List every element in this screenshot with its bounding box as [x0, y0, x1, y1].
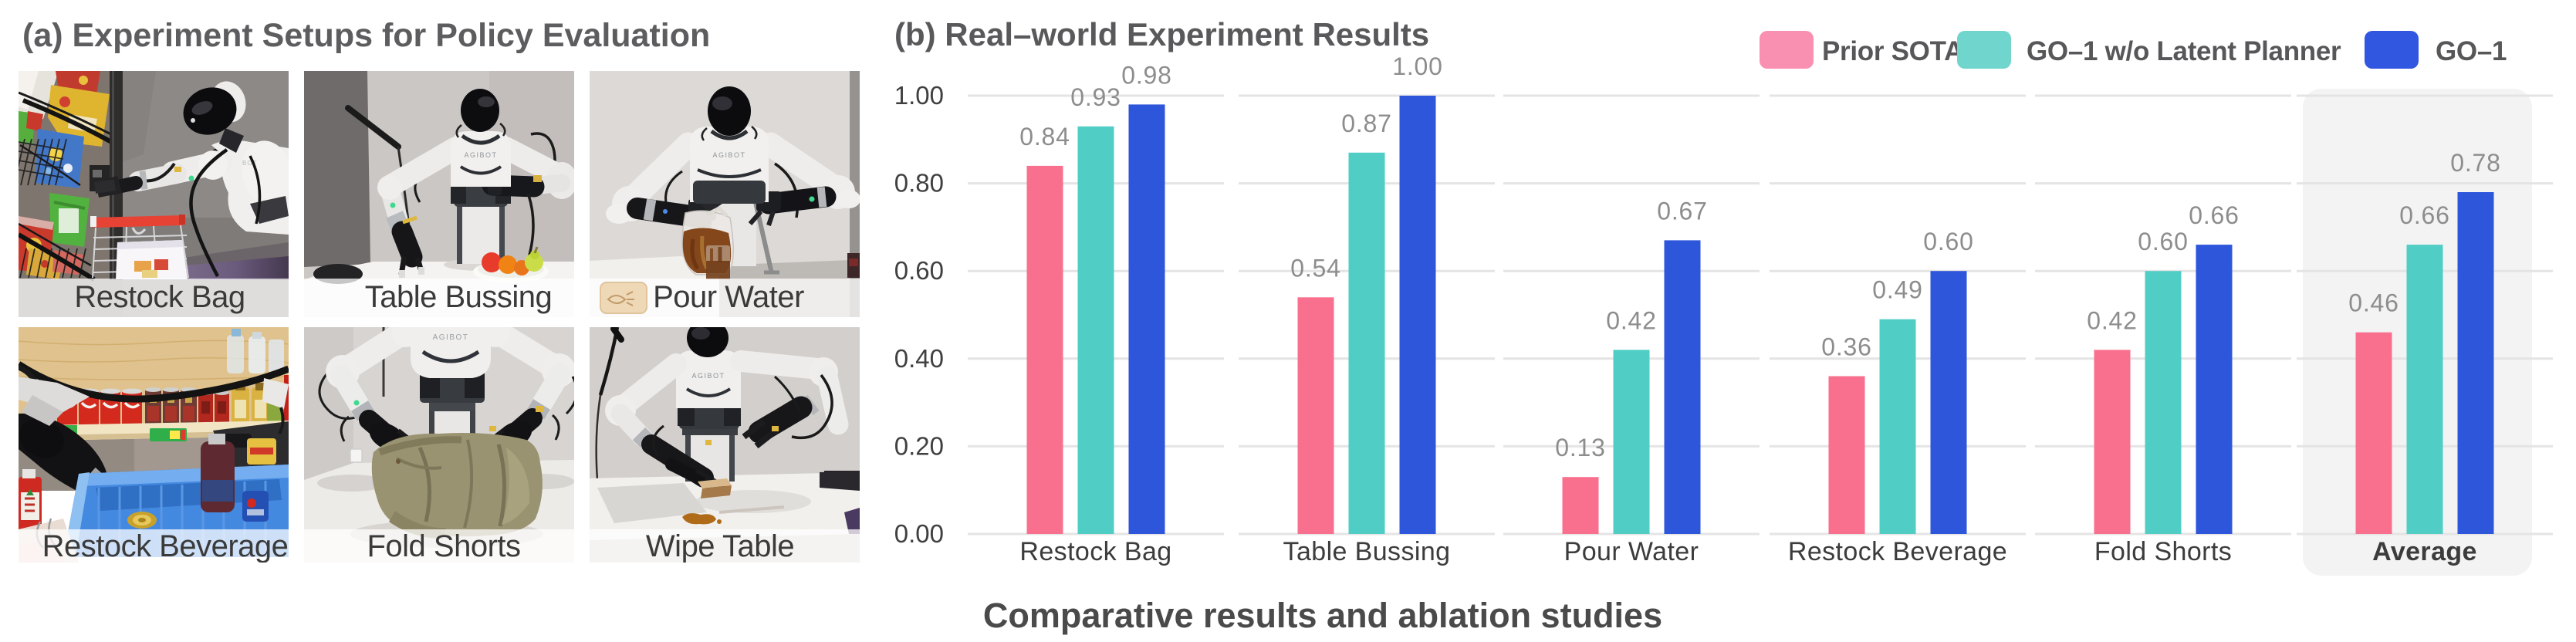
- svg-text:0.60: 0.60: [894, 256, 944, 285]
- svg-text:Table Bussing: Table Bussing: [1283, 537, 1451, 566]
- svg-text:Prior SOTA: Prior SOTA: [1822, 36, 1963, 66]
- svg-text:0.60: 0.60: [1923, 228, 1973, 255]
- svg-text:0.93: 0.93: [1070, 83, 1121, 111]
- svg-text:0.42: 0.42: [1606, 306, 1656, 334]
- svg-text:Pour Water: Pour Water: [653, 280, 804, 314]
- svg-text:1.00: 1.00: [894, 81, 944, 110]
- svg-text:0.80: 0.80: [894, 169, 944, 198]
- svg-text:0.49: 0.49: [1872, 276, 1922, 304]
- svg-text:(b) Real–world Experiment Resu: (b) Real–world Experiment Results: [894, 16, 1429, 52]
- svg-text:Fold Shorts: Fold Shorts: [2094, 537, 2232, 566]
- svg-text:Restock Beverage: Restock Beverage: [1788, 537, 2007, 566]
- svg-text:GO–1 w/o Latent Planner: GO–1 w/o Latent Planner: [2027, 36, 2341, 66]
- svg-text:0.20: 0.20: [894, 431, 944, 460]
- svg-text:Table Bussing: Table Bussing: [365, 280, 553, 314]
- svg-text:0.13: 0.13: [1555, 434, 1605, 461]
- svg-text:Pour Water: Pour Water: [1564, 537, 1699, 566]
- svg-text:0.46: 0.46: [2348, 289, 2399, 317]
- svg-text:Comparative results and ablati: Comparative results and ablation studies: [983, 596, 1662, 635]
- svg-text:AGIBOT: AGIBOT: [712, 151, 745, 159]
- svg-text:Restock Bag: Restock Bag: [74, 280, 245, 314]
- svg-text:1.00: 1.00: [1392, 52, 1442, 80]
- svg-text:0.36: 0.36: [1821, 333, 1871, 361]
- svg-text:0.54: 0.54: [1290, 254, 1340, 282]
- svg-text:BOT: BOT: [242, 160, 257, 167]
- svg-text:0.40: 0.40: [894, 344, 944, 373]
- svg-text:Wipe Table: Wipe Table: [646, 529, 794, 563]
- svg-text:0.66: 0.66: [2189, 201, 2239, 229]
- svg-text:GO–1: GO–1: [2436, 36, 2507, 66]
- svg-text:0.84: 0.84: [1019, 123, 1070, 150]
- svg-text:AGIBOT: AGIBOT: [464, 151, 497, 159]
- svg-text:Restock Bag: Restock Bag: [1019, 537, 1171, 566]
- svg-text:0.78: 0.78: [2450, 149, 2500, 177]
- svg-text:0.67: 0.67: [1657, 197, 1707, 225]
- svg-text:0.00: 0.00: [894, 519, 944, 548]
- svg-text:0.87: 0.87: [1341, 110, 1391, 137]
- svg-text:0.42: 0.42: [2087, 306, 2137, 334]
- svg-text:0.98: 0.98: [1121, 61, 1171, 89]
- svg-text:AGIBOT: AGIBOT: [433, 333, 469, 342]
- svg-text:AGIBOT: AGIBOT: [691, 372, 725, 380]
- svg-text:Average: Average: [2372, 537, 2477, 566]
- svg-text:0.66: 0.66: [2399, 201, 2449, 229]
- svg-text:0.60: 0.60: [2138, 228, 2188, 255]
- svg-text:Fold Shorts: Fold Shorts: [367, 529, 520, 563]
- svg-text:Restock Beverage: Restock Beverage: [42, 529, 289, 563]
